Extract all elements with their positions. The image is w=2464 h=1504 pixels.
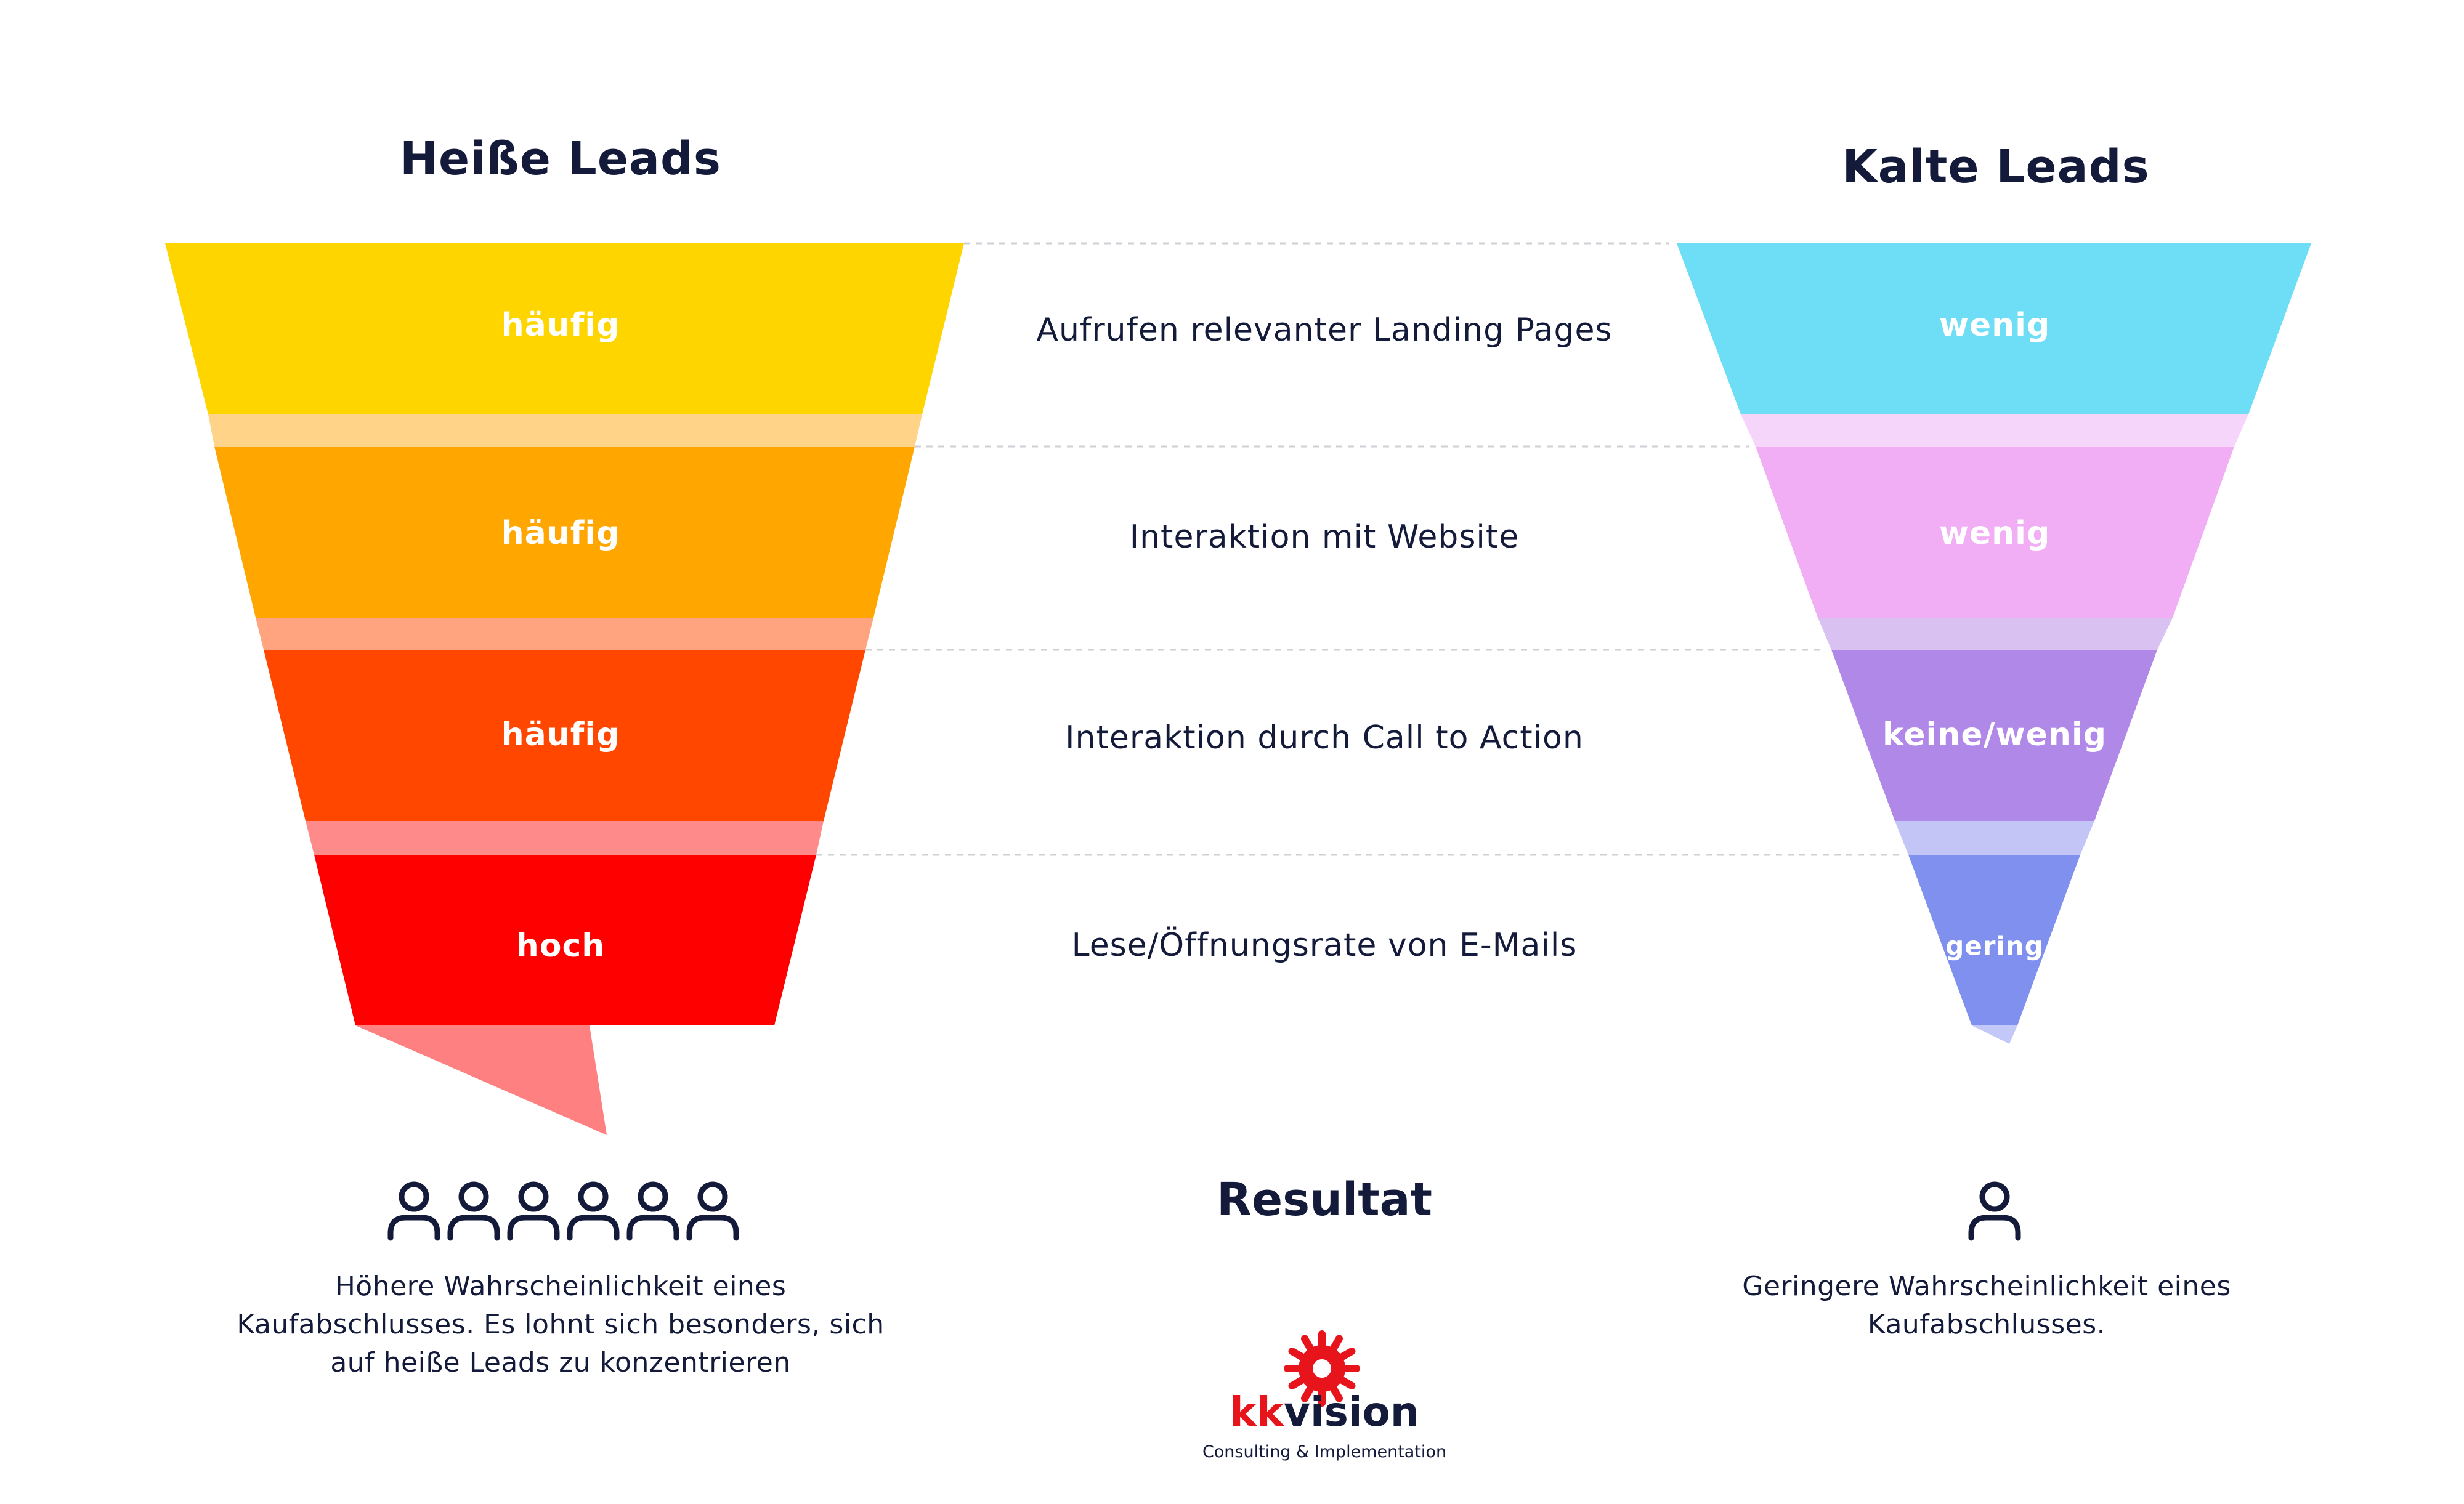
brand-gear-tooth-8 <box>1288 1348 1306 1360</box>
hot-tier-2-label: häufig <box>501 515 620 552</box>
cold-tier-3 <box>1831 650 2157 821</box>
hot-person-icon-3-head <box>518 1181 549 1212</box>
hot-person-icon-3-body <box>507 1215 560 1241</box>
criterion-call-to-action: Interaktion durch Call to Action <box>1065 719 1584 756</box>
cold-person-icon-1-head <box>1979 1181 2010 1212</box>
cold-tier-4 <box>1908 855 2080 1025</box>
criterion-landing-pages: Aufrufen relevanter Landing Pages <box>1036 312 1613 349</box>
hot-person-icon-4-body <box>567 1215 620 1241</box>
hot-person-icon-6-head <box>697 1181 728 1212</box>
cold-tier-2 <box>1756 447 2234 618</box>
hot-tier-3-label: häufig <box>501 716 620 753</box>
hot-person-icon-4-head <box>578 1181 609 1212</box>
cold-tier-3-label: keine/wenig <box>1882 716 2107 753</box>
hot-person-icon-2-body <box>447 1215 500 1241</box>
hot-fold-4 <box>355 1025 607 1135</box>
brand-name-part1: kk <box>1230 1388 1284 1436</box>
hot-tier-3 <box>264 650 865 821</box>
hot-tier-4-label: hoch <box>516 928 606 964</box>
hot-tier-1 <box>165 243 964 414</box>
cold-tier-1-label: wenig <box>1939 307 2051 344</box>
hot-tier-1-label: häufig <box>501 307 620 344</box>
brand-gear-tooth-3 <box>1330 1385 1343 1402</box>
hot-result-line-2: Kaufabschlusses. Es lohnt sich besonders… <box>237 1309 885 1340</box>
hot-person-icon-1-body <box>387 1215 440 1241</box>
result-heading: Resultat <box>1217 1173 1432 1226</box>
brand-gear-tooth-5 <box>1301 1385 1314 1402</box>
hot-leads-title: Heiße Leads <box>400 132 721 185</box>
brand-name-part2: vision <box>1283 1388 1419 1436</box>
hot-person-icon-5-body <box>626 1215 679 1241</box>
hot-fold-2 <box>256 618 873 650</box>
hot-result-line-3: auf heiße Leads zu konzentrieren <box>330 1347 791 1378</box>
brand-gear-tooth-12 <box>1338 1348 1356 1360</box>
cold-fold-3 <box>1895 821 2094 855</box>
brand-gear-tooth-11 <box>1330 1335 1343 1352</box>
brand-logo-text: kkvision <box>1140 1392 1509 1433</box>
cold-leads-title: Kalte Leads <box>1842 140 2150 193</box>
hot-leads-result: Höhere Wahrscheinlichkeit eines Kaufabsc… <box>222 1267 899 1382</box>
cold-fold-4 <box>1972 1025 2017 1044</box>
cold-tier-2-label: wenig <box>1939 515 2051 552</box>
hot-fold-1 <box>208 414 922 447</box>
cold-result-line-2: Kaufabschlusses. <box>1867 1309 2106 1340</box>
cold-fold-2 <box>1818 618 2173 650</box>
hot-tier-4 <box>314 855 816 1025</box>
hot-fold-3 <box>306 821 824 855</box>
hot-person-icon-5-head <box>638 1181 668 1212</box>
cold-person-icon-1-body <box>1968 1215 2021 1241</box>
brand-gear-tooth-2 <box>1338 1377 1356 1389</box>
brand-gear-tooth-6 <box>1288 1377 1306 1389</box>
criterion-website-interaction: Interaktion mit Website <box>1129 519 1520 556</box>
cold-leads-result: Geringere Wahrscheinlichkeit eines Kaufa… <box>1648 1267 2325 1344</box>
hot-person-icon-6-body <box>686 1215 739 1241</box>
hot-tier-2 <box>214 447 915 618</box>
hot-result-line-1: Höhere Wahrscheinlichkeit eines <box>334 1271 787 1302</box>
brand-gear-hole <box>1313 1359 1331 1378</box>
criterion-email-open-rate: Lese/Öffnungsrate von E-Mails <box>1071 927 1578 964</box>
brand-tagline: Consulting & Implementation <box>1202 1442 1447 1462</box>
cold-result-line-1: Geringere Wahrscheinlichkeit eines <box>1742 1271 2231 1302</box>
hot-person-icon-2-head <box>458 1181 489 1212</box>
hot-person-icon-1-head <box>399 1181 429 1212</box>
cold-tier-1 <box>1677 243 2311 414</box>
cold-fold-1 <box>1741 414 2248 447</box>
cold-tier-4-label: gering <box>1945 931 2044 961</box>
brand-gear-tooth-9 <box>1301 1335 1314 1352</box>
